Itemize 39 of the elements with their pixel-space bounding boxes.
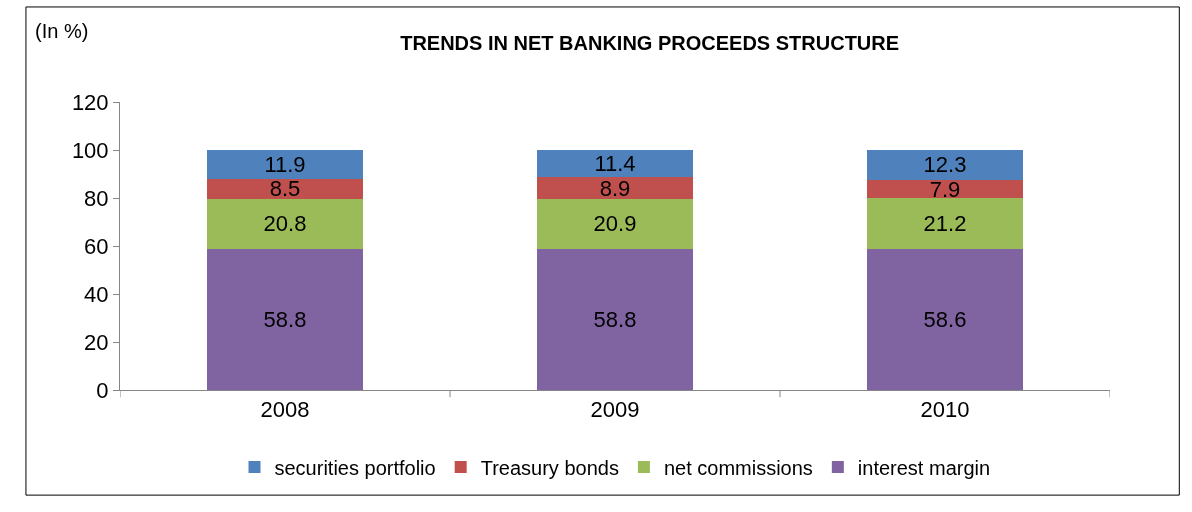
data-label: 8.5: [269, 176, 301, 202]
y-tick-label: 80: [84, 185, 109, 211]
legend-label: Treasury bonds: [480, 456, 619, 479]
bar: [867, 150, 1023, 180]
data-label: 11.4: [594, 151, 636, 177]
legend-label: interest margin: [857, 456, 991, 479]
y-axis-title: (In %): [35, 20, 89, 42]
x-tick-label: 2009: [590, 397, 640, 423]
bar: [207, 198, 363, 249]
data-label: 58.6: [923, 307, 967, 333]
data-label: 8.9: [599, 175, 631, 201]
bar: [207, 178, 363, 199]
chart-title: TRENDS IN NET BANKING PROCEEDS STRUCTURE: [400, 31, 900, 54]
legend-label: net commissions: [663, 456, 813, 479]
data-label: 58.8: [263, 306, 307, 332]
data-label: 20.9: [593, 211, 637, 237]
y-tick-label: 60: [84, 233, 109, 259]
bar: [867, 249, 1023, 390]
data-label: 7.9: [929, 176, 961, 202]
data-label: 11.9: [264, 151, 306, 177]
data-label: 12.3: [923, 152, 967, 178]
y-tick-label: 100: [71, 137, 109, 163]
bar: [537, 177, 693, 199]
bar: [207, 248, 363, 390]
y-tick-label: 120: [71, 89, 109, 115]
legend-label: securities portfolio: [274, 456, 436, 479]
y-tick-label: 0: [96, 377, 109, 403]
bar: [867, 198, 1023, 250]
bar: [537, 198, 693, 249]
data-label: 58.8: [593, 306, 637, 332]
bar: [537, 150, 693, 178]
y-tick-label: 20: [84, 329, 109, 355]
x-tick-label: 2010: [920, 397, 970, 423]
y-tick-label: 40: [84, 281, 109, 307]
data-label: 20.8: [263, 211, 307, 237]
data-label: 21.2: [923, 211, 967, 237]
x-tick-label: 2008: [260, 397, 310, 423]
bar: [207, 150, 363, 179]
bar: [537, 248, 693, 390]
